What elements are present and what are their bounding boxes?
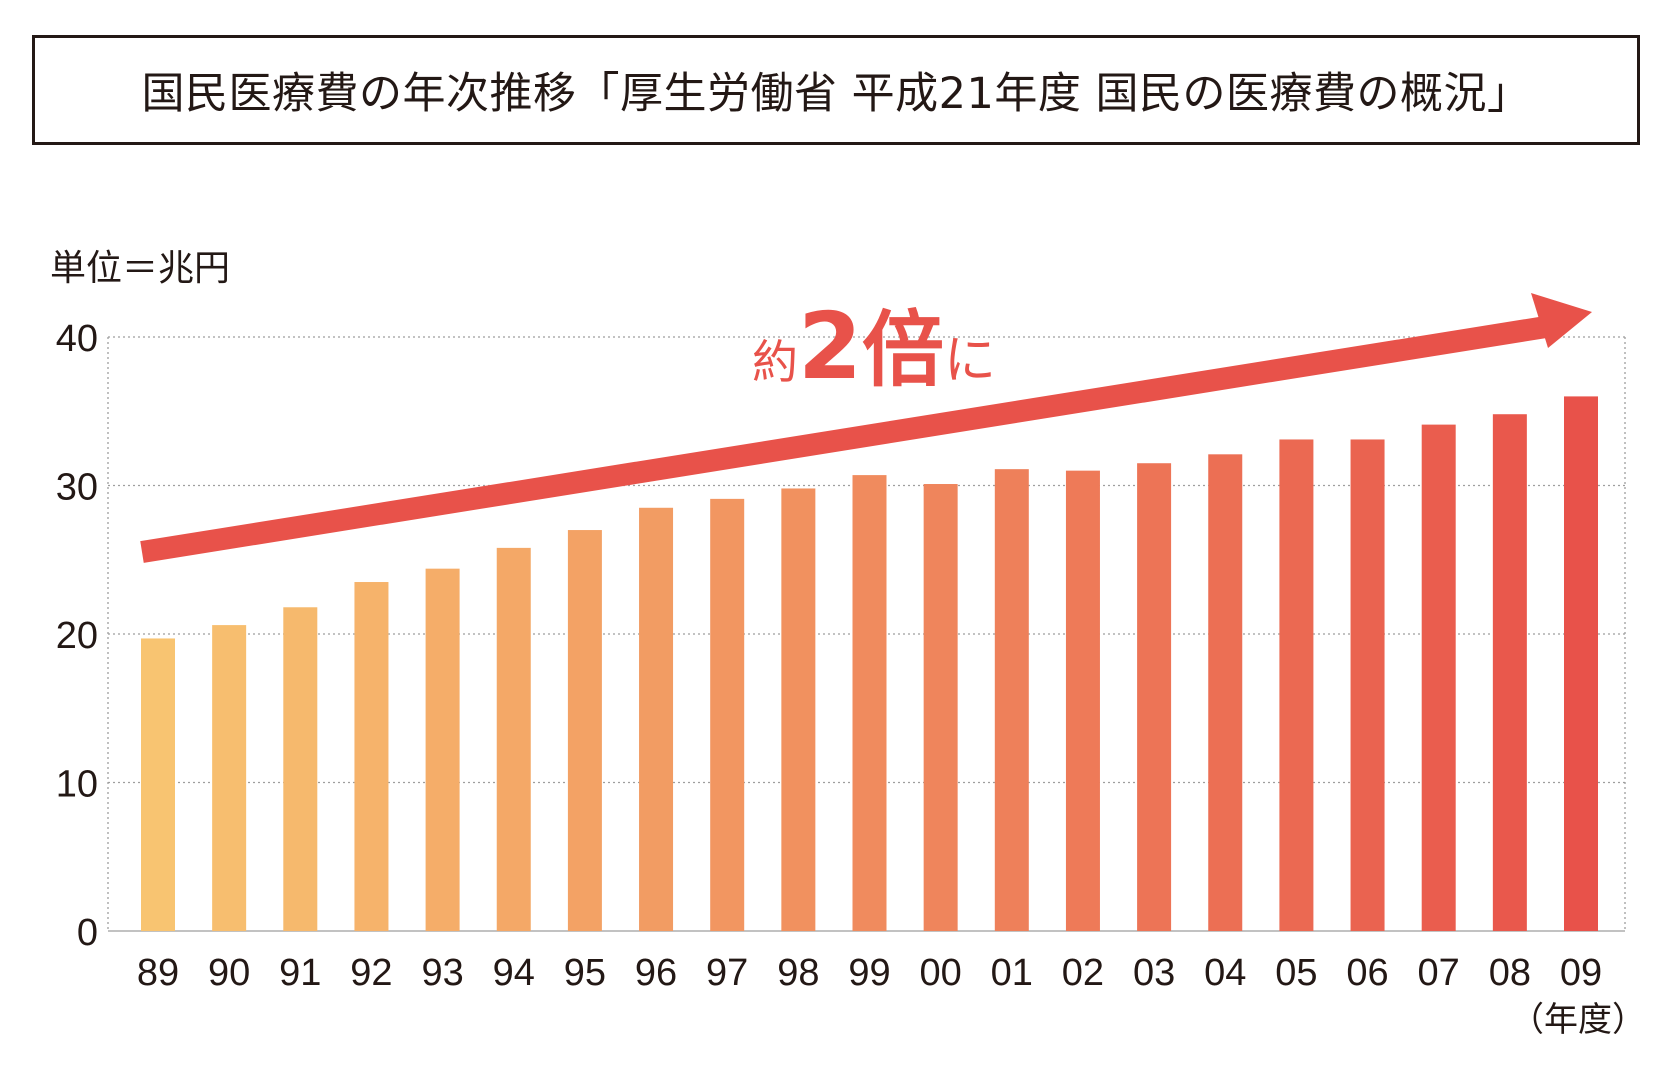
bar-02	[1065, 470, 1100, 931]
x-tick-label-05: 05	[1275, 952, 1317, 994]
x-tick-label-02: 02	[1062, 952, 1104, 994]
chart-title: 国民医療費の年次推移「厚生労働省 平成21年度 国民の医療費の概況」	[141, 69, 1531, 119]
x-tick-label-07: 07	[1418, 952, 1460, 994]
y-tick-label-30: 30	[56, 467, 98, 509]
y-tick-layer: 0 10 20 30 40	[56, 318, 98, 954]
bar-05	[1279, 439, 1314, 931]
bar-07	[1421, 424, 1456, 931]
y-tick-label-20: 20	[56, 615, 98, 657]
bar-90	[212, 625, 247, 931]
x-tick-label-99: 99	[848, 952, 890, 994]
x-tick-label-03: 03	[1133, 952, 1175, 994]
x-tick-label-91: 91	[279, 952, 321, 994]
bar-06	[1350, 439, 1385, 931]
x-tick-label-98: 98	[777, 952, 819, 994]
x-tick-label-00: 00	[920, 952, 962, 994]
callout-number: 2	[798, 293, 862, 400]
x-tick-label-04: 04	[1204, 952, 1246, 994]
x-axis-unit-label: （年度）	[1510, 1000, 1646, 1040]
x-tick-label-95: 95	[564, 952, 606, 994]
bar-92	[354, 582, 389, 931]
bar-03	[1137, 463, 1172, 931]
bar-91	[283, 607, 318, 931]
x-tick-label-92: 92	[350, 952, 392, 994]
bar-01	[994, 469, 1029, 931]
bar-00	[923, 484, 958, 931]
trend-arrow-shaft	[140, 315, 1554, 563]
bar-layer	[141, 396, 1598, 932]
callout-text: 約2倍に	[752, 293, 996, 400]
y-tick-label-10: 10	[56, 764, 98, 806]
y-axis-unit-label: 単位＝兆円	[50, 248, 231, 289]
x-tick-label-08: 08	[1489, 952, 1531, 994]
x-tick-label-09: 09	[1560, 952, 1602, 994]
bar-93	[425, 568, 460, 931]
x-tick-label-94: 94	[493, 952, 535, 994]
bar-09	[1564, 396, 1598, 931]
chart-title-box: 国民医療費の年次推移「厚生労働省 平成21年度 国民の医療費の概況」	[32, 35, 1640, 145]
callout-suffix: に	[944, 331, 996, 391]
y-tick-label-40: 40	[56, 318, 98, 360]
callout-multiplier: 倍	[862, 303, 944, 398]
x-tick-label-89: 89	[137, 952, 179, 994]
trend-arrow-layer	[140, 293, 1592, 563]
trend-arrow-head	[1531, 293, 1592, 348]
x-tick-label-93: 93	[421, 952, 463, 994]
x-tick-label-97: 97	[706, 952, 748, 994]
x-tick-label-06: 06	[1346, 952, 1388, 994]
x-tick-label-96: 96	[635, 952, 677, 994]
bar-94	[496, 547, 531, 931]
x-tick-label-90: 90	[208, 952, 250, 994]
bar-96	[639, 507, 674, 931]
x-tick-label-01: 01	[991, 952, 1033, 994]
callout-prefix: 約	[752, 335, 798, 389]
x-tick-layer: 89 90 91 92 93 94 95 96 97 98 99 00 01 02 03 04 05 06 07 08…	[137, 952, 1602, 994]
y-tick-label-0: 0	[77, 912, 98, 954]
bar-08	[1492, 414, 1527, 932]
bar-04	[1208, 454, 1243, 931]
bar-99	[852, 475, 887, 931]
bar-97	[710, 498, 745, 931]
bar-89	[141, 638, 175, 931]
bar-98	[781, 488, 816, 931]
bar-95	[567, 530, 602, 931]
